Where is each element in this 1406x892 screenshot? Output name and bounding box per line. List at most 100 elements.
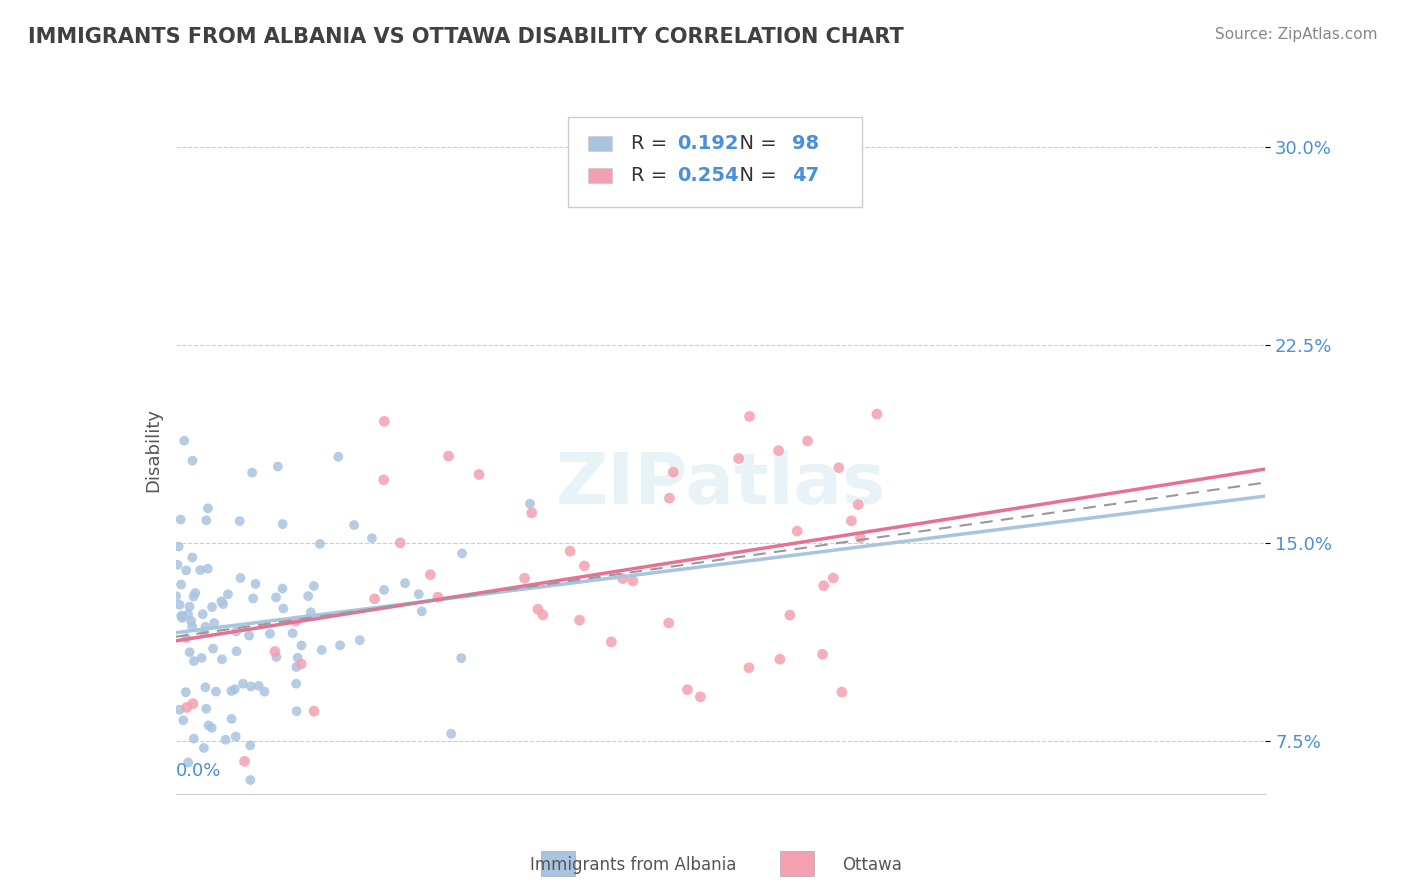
Point	[170, 609, 193, 624]
Point	[217, 587, 239, 601]
Point	[177, 756, 200, 770]
Point	[273, 601, 295, 615]
Point	[195, 513, 218, 527]
Point	[419, 567, 441, 582]
FancyBboxPatch shape	[588, 136, 612, 151]
Point	[768, 443, 790, 458]
Point	[212, 597, 235, 611]
Point	[828, 460, 851, 475]
Point	[169, 598, 191, 612]
Point	[183, 731, 205, 746]
Point	[172, 714, 194, 728]
Point	[169, 512, 191, 526]
Point	[658, 491, 681, 505]
Text: 0.0%: 0.0%	[176, 762, 221, 780]
Point	[831, 685, 853, 699]
Point	[285, 676, 308, 690]
Point	[738, 661, 761, 675]
Point	[769, 652, 792, 666]
Point	[170, 577, 193, 591]
Point	[214, 732, 236, 747]
Point	[264, 591, 287, 605]
Point	[221, 712, 243, 726]
Point	[233, 754, 256, 768]
Point	[531, 607, 554, 622]
Point	[181, 453, 204, 467]
Point	[239, 739, 262, 753]
Point	[786, 524, 808, 538]
Point	[225, 730, 247, 744]
Text: 0.254: 0.254	[678, 166, 738, 186]
Point	[676, 682, 699, 697]
Point	[811, 648, 834, 662]
Point	[738, 409, 761, 424]
FancyBboxPatch shape	[568, 118, 862, 207]
Point	[197, 718, 219, 732]
Point	[229, 571, 252, 585]
Point	[527, 602, 550, 616]
Point	[183, 590, 205, 604]
Point	[662, 465, 685, 479]
Point	[389, 536, 412, 550]
Point	[519, 497, 541, 511]
Point	[373, 414, 395, 428]
Point	[176, 632, 198, 646]
Point	[727, 451, 749, 466]
Point	[297, 589, 319, 603]
Point	[181, 697, 204, 711]
Text: ZIPatlas: ZIPatlas	[555, 450, 886, 519]
Text: 0.192: 0.192	[678, 134, 738, 153]
Point	[177, 607, 200, 622]
Point	[846, 498, 869, 512]
Point	[202, 641, 225, 656]
Point	[174, 685, 197, 699]
Point	[328, 450, 350, 464]
Point	[181, 550, 204, 565]
Point	[193, 740, 215, 755]
Point	[194, 680, 217, 694]
Point	[221, 684, 243, 698]
Point	[796, 434, 818, 448]
Point	[242, 591, 264, 606]
Point	[228, 514, 250, 528]
Point	[813, 579, 835, 593]
Point	[361, 531, 384, 545]
Point	[173, 434, 195, 448]
Point	[689, 690, 711, 704]
Text: Source: ZipAtlas.com: Source: ZipAtlas.com	[1215, 27, 1378, 42]
Text: N =: N =	[727, 134, 783, 153]
Point	[426, 591, 449, 605]
Point	[202, 615, 225, 630]
Point	[267, 459, 290, 474]
Point	[209, 594, 232, 608]
Point	[193, 624, 215, 639]
Point	[520, 506, 543, 520]
Point	[266, 650, 288, 665]
Point	[513, 571, 536, 585]
Point	[191, 607, 214, 622]
Point	[240, 466, 263, 480]
Bar	[780, 851, 814, 876]
Point	[302, 704, 325, 718]
Point	[451, 546, 474, 560]
Point	[179, 599, 201, 614]
Bar	[541, 851, 575, 876]
Point	[574, 558, 596, 573]
Text: R =: R =	[631, 134, 673, 153]
Point	[201, 600, 224, 615]
Point	[290, 657, 312, 671]
Point	[197, 501, 219, 516]
Point	[284, 614, 307, 628]
Point	[558, 544, 581, 558]
Point	[600, 635, 623, 649]
Point	[264, 644, 287, 658]
Text: Ottawa: Ottawa	[842, 856, 901, 874]
Point	[184, 586, 207, 600]
Point	[190, 651, 212, 665]
Point	[224, 682, 246, 697]
Point	[411, 604, 433, 618]
Point	[302, 579, 325, 593]
Point	[179, 645, 201, 659]
Point	[450, 651, 472, 665]
Point	[468, 467, 491, 482]
